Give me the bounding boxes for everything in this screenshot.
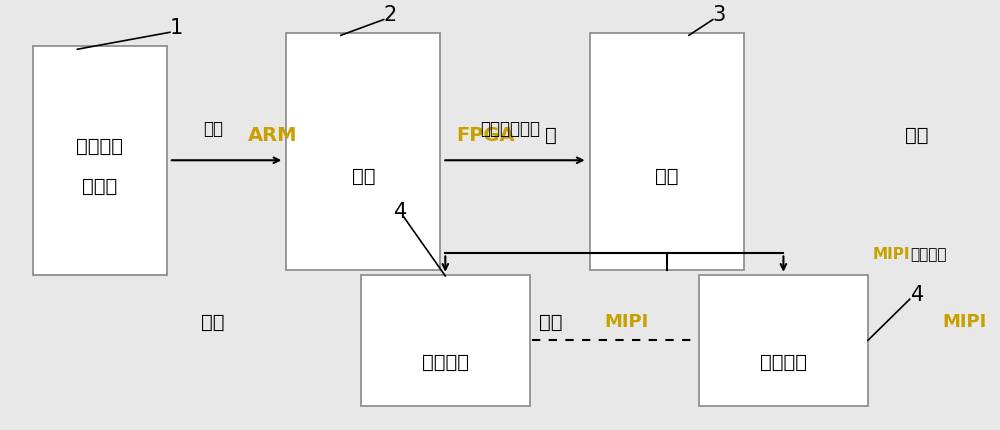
Text: 上位机交: 上位机交 (76, 137, 123, 156)
Bar (361, 275, 530, 406)
Text: 待测: 待测 (539, 312, 562, 331)
Text: 协议接口: 协议接口 (911, 246, 947, 261)
Text: 液晶模组: 液晶模组 (760, 352, 807, 371)
Text: ARM: ARM (248, 126, 298, 145)
Text: MIPI: MIPI (873, 246, 910, 261)
Text: 网口: 网口 (204, 120, 224, 138)
Text: MIPI: MIPI (942, 313, 987, 331)
Text: 外部接口总线: 外部接口总线 (480, 120, 540, 138)
Bar (33, 47, 167, 275)
Text: 信号: 信号 (905, 126, 929, 145)
Text: 3: 3 (712, 5, 725, 25)
Text: 2: 2 (384, 5, 397, 25)
Bar (590, 34, 744, 271)
Text: 单元: 单元 (655, 166, 678, 185)
Bar (286, 34, 440, 271)
Text: 4: 4 (911, 284, 924, 304)
Bar (699, 275, 868, 406)
Text: 互模块: 互模块 (82, 177, 117, 196)
Text: 待测: 待测 (201, 312, 224, 331)
Text: FPGA: FPGA (456, 126, 515, 145)
Text: 液晶模组: 液晶模组 (422, 352, 469, 371)
Text: 1: 1 (170, 18, 183, 38)
Text: 4: 4 (394, 202, 407, 221)
Text: 制器: 制器 (352, 166, 375, 185)
Text: 控: 控 (545, 126, 557, 145)
Text: MIPI: MIPI (604, 313, 648, 331)
